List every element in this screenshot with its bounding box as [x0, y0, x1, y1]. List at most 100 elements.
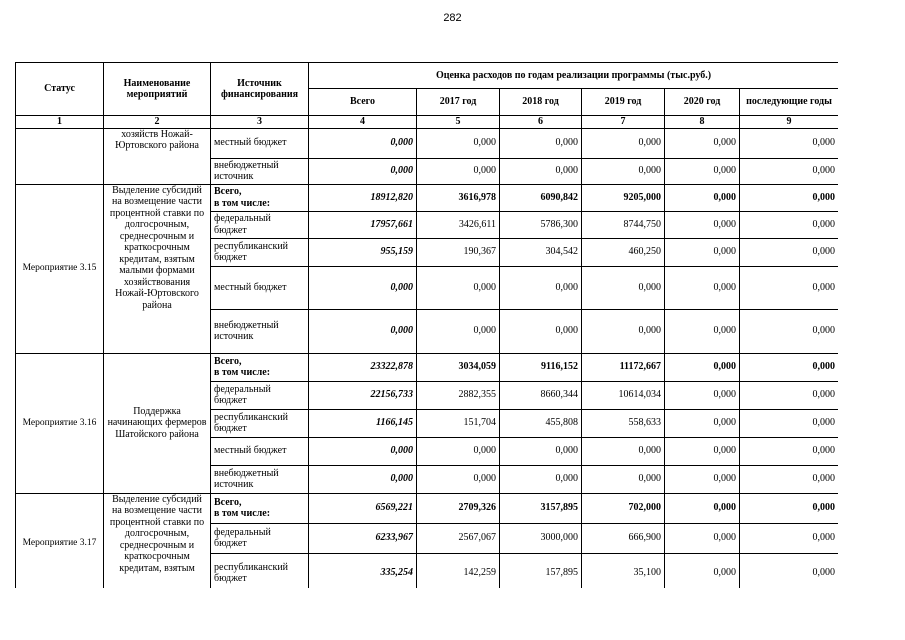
table-row: внебюджетный источник 0,000 0,000 0,000 0,00… [16, 308, 838, 354]
table-row: местный бюджет 0,000 0,000 0,000 0,000 0,000 0… [16, 265, 838, 310]
amount: 0,000 [738, 237, 838, 267]
amount: 0,000 [308, 464, 417, 494]
amount: 0,000 [738, 408, 838, 438]
amount: 0,000 [738, 210, 838, 239]
column-number: 7 [581, 115, 665, 129]
amount: 0,000 [308, 308, 417, 354]
amount: 0,000 [664, 436, 740, 466]
amount: 0,000 [738, 492, 838, 524]
column-number: 1 [15, 115, 104, 129]
table-row: Мероприятие 3.16 Поддержка начинающих фер… [15, 352, 838, 494]
funding-source: республиканский бюджет [210, 408, 309, 438]
header-year: 2020 год [664, 88, 740, 116]
column-number: 5 [416, 115, 500, 129]
amount: 0,000 [664, 157, 740, 185]
funding-source: внебюджетный источник [210, 464, 309, 494]
table-wrap: Статус Наименование мероприятий Источник ф… [15, 62, 838, 588]
funding-source: Всего, в том числе: [210, 183, 309, 212]
measure-name: Выделение субсидий на возмещение части п… [103, 492, 211, 588]
amount: 0,000 [581, 127, 665, 159]
amount: 6233,967 [308, 522, 417, 554]
amount: 0,000 [416, 308, 500, 354]
amount: 0,000 [664, 380, 740, 410]
amount: 0,000 [581, 157, 665, 185]
amount: 0,000 [581, 436, 665, 466]
column-number: 2 [103, 115, 211, 129]
table-row: республиканский бюджет 335,254 142,259 157,… [16, 552, 838, 588]
amount: 0,000 [738, 552, 838, 588]
amount: 558,633 [581, 408, 665, 438]
amount: 0,000 [499, 127, 582, 159]
header-year: 2019 год [581, 88, 665, 116]
amount: 0,000 [308, 127, 417, 159]
amount: 0,000 [664, 552, 740, 588]
amount: 0,000 [664, 308, 740, 354]
funding-source: местный бюджет [210, 127, 309, 159]
header-year: 2017 год [416, 88, 500, 116]
amount: 0,000 [738, 183, 838, 212]
table-row: Мероприятие 3.15 Выделение субсидий на во… [15, 183, 838, 354]
amount: 35,100 [581, 552, 665, 588]
amount: 3426,611 [416, 210, 500, 239]
funding-source: республиканский бюджет [210, 237, 309, 267]
funding-source: федеральный бюджет [210, 380, 309, 410]
table-body: Статус Наименование мероприятий Источник ф… [15, 62, 838, 588]
table-row: Мероприятие 3.17 Выделение субсидий на во… [15, 492, 838, 588]
amount: 0,000 [499, 436, 582, 466]
amount: 0,000 [664, 265, 740, 310]
amount: 10614,034 [581, 380, 665, 410]
table-row: федеральный бюджет 22156,733 2882,355 8660,… [16, 380, 838, 410]
budget-table: Статус Наименование мероприятий Источник ф… [15, 62, 838, 588]
column-number: 4 [308, 115, 417, 129]
funding-source: федеральный бюджет [210, 522, 309, 554]
amount: 460,250 [581, 237, 665, 267]
amount: 0,000 [581, 308, 665, 354]
measure-name: Выделение субсидий на возмещение части п… [103, 183, 211, 354]
amount: 8744,750 [581, 210, 665, 239]
status: Мероприятие 3.16 [15, 352, 104, 494]
measure-name: хозяйств Ножай-Юртовского района [103, 127, 211, 185]
amount: 18912,820 [308, 183, 417, 212]
amount: 2709,326 [416, 492, 500, 524]
amount: 0,000 [499, 265, 582, 310]
amount: 0,000 [664, 352, 740, 382]
amount: 3034,059 [416, 352, 500, 382]
amount: 0,000 [664, 408, 740, 438]
status: Мероприятие 3.15 [15, 183, 104, 354]
amount: 0,000 [738, 436, 838, 466]
table-row: хозяйств Ножай-Юртовского района местный … [15, 127, 838, 185]
page-number: 282 [443, 12, 462, 24]
amount: 0,000 [416, 464, 500, 494]
amount: 0,000 [581, 265, 665, 310]
status: Мероприятие 3.17 [15, 492, 104, 588]
table-row: федеральный бюджет 17957,661 3426,611 5786,… [16, 210, 838, 239]
amount: 0,000 [664, 464, 740, 494]
column-number: 3 [210, 115, 309, 129]
table-row: Всего 2017 год 2018 год 2019 год 2020 год пос… [16, 88, 838, 116]
amount: 11172,667 [581, 352, 665, 382]
amount: 2567,067 [416, 522, 500, 554]
amount: 6090,842 [499, 183, 582, 212]
amount: 0,000 [664, 127, 740, 159]
amount: 5786,300 [499, 210, 582, 239]
status [15, 127, 104, 185]
amount: 6569,221 [308, 492, 417, 524]
amount: 0,000 [664, 183, 740, 212]
amount: 142,259 [416, 552, 500, 588]
amount: 0,000 [416, 436, 500, 466]
amount: 157,895 [499, 552, 582, 588]
amount: 190,367 [416, 237, 500, 267]
header-year: последующие годы [738, 88, 838, 116]
amount: 0,000 [308, 157, 417, 185]
amount: 0,000 [664, 492, 740, 524]
table-row: Статус Наименование мероприятий Источник ф… [15, 62, 838, 116]
amount: 702,000 [581, 492, 665, 524]
amount: 0,000 [416, 265, 500, 310]
funding-source: Всего, в том числе: [210, 492, 309, 524]
amount: 1166,145 [308, 408, 417, 438]
amount: 0,000 [738, 308, 838, 354]
amount: 3000,000 [499, 522, 582, 554]
